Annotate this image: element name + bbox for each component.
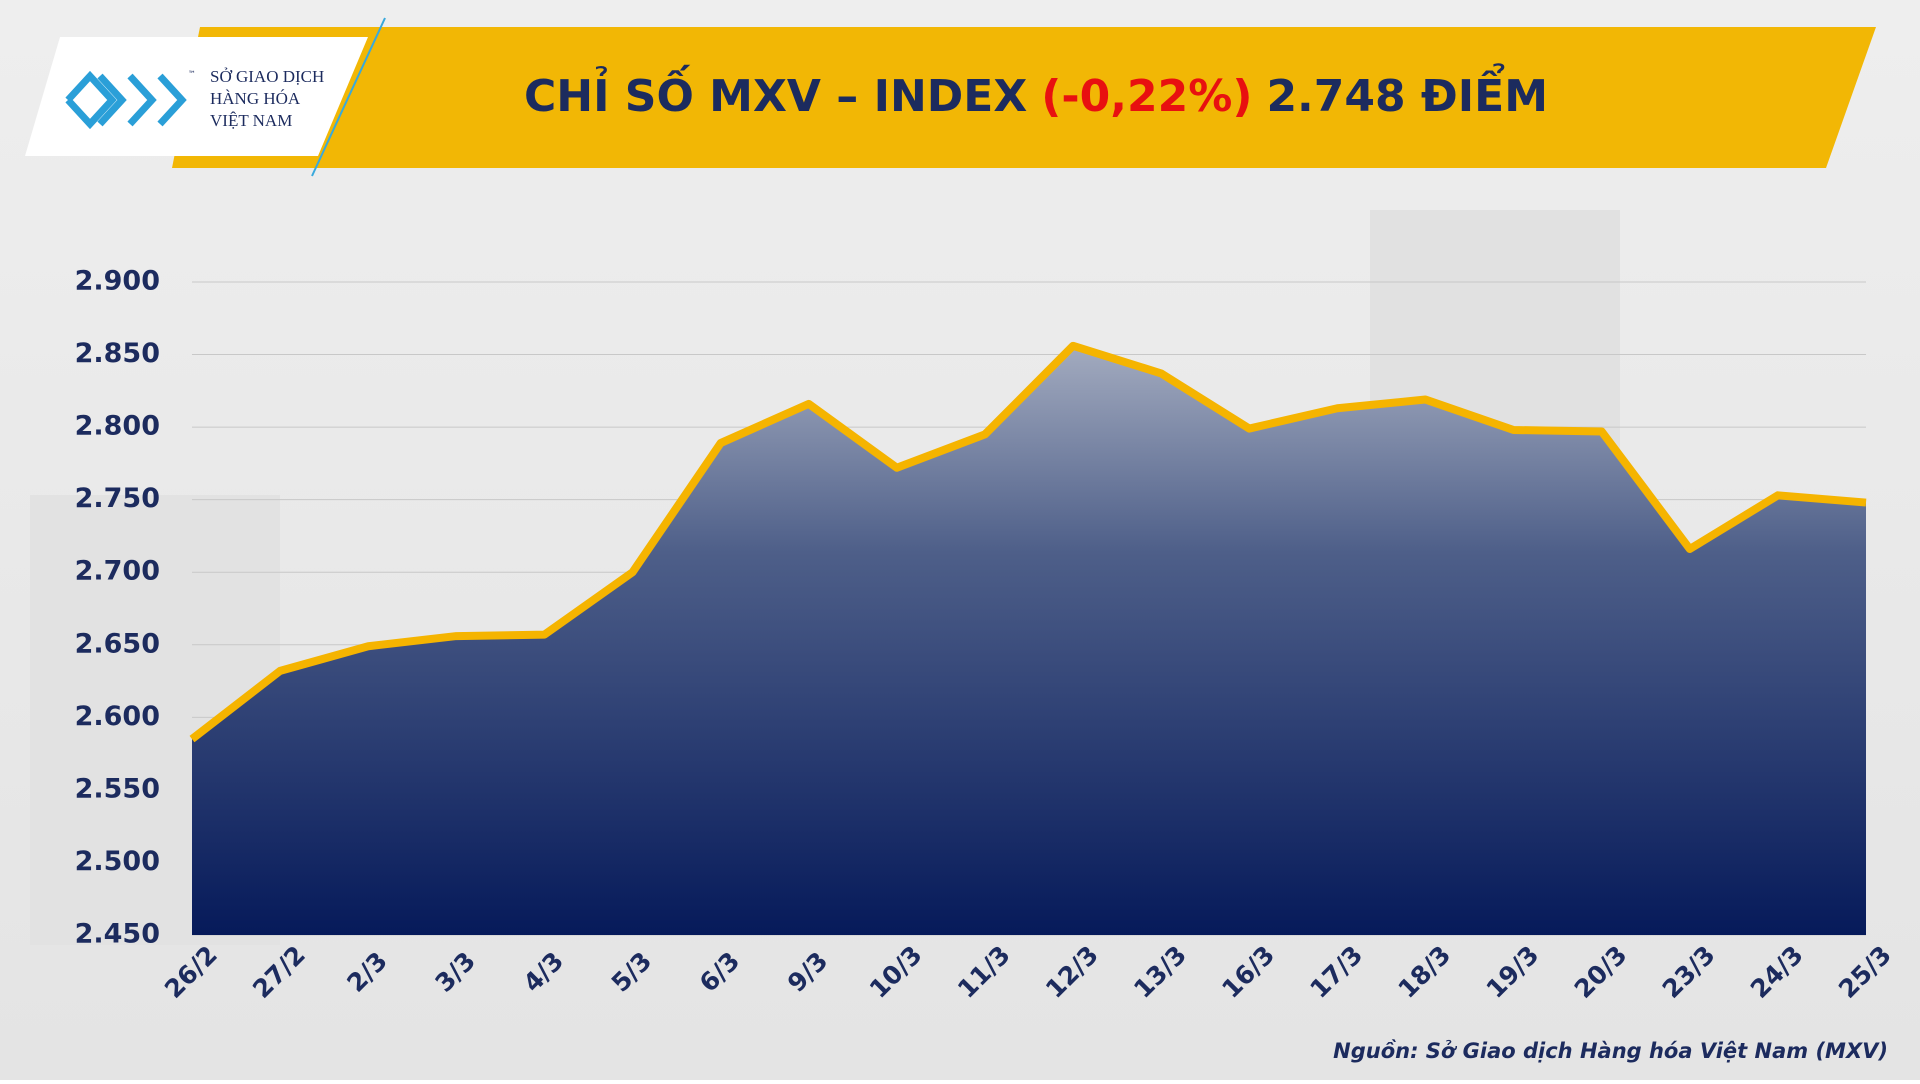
y-tick-label: 2.900 — [75, 266, 160, 297]
logo-accent — [311, 17, 386, 177]
chart-title: CHỈ SỐ MXV – INDEX (-0,22%) 2.748 ĐIỂM — [524, 62, 1548, 122]
y-tick-label: 2.850 — [75, 338, 160, 369]
area-fill — [192, 345, 1866, 935]
y-tick-label: 2.500 — [75, 846, 160, 877]
y-tick-label: 2.600 — [75, 701, 160, 732]
y-tick-label: 2.750 — [75, 483, 160, 514]
title-change: (-0,22%) — [1041, 71, 1252, 122]
title-part: 2.748 ĐIỂM — [1266, 62, 1548, 122]
logo-text: HÀNG HÓA — [210, 89, 301, 108]
title-part: CHỈ SỐ MXV – INDEX — [524, 64, 1027, 122]
logo-box — [25, 37, 368, 156]
y-tick-label: 2.550 — [75, 773, 160, 804]
y-tick-label: 2.700 — [75, 556, 160, 587]
line — [189, 341, 1867, 743]
y-tick-label: 2.650 — [75, 628, 160, 659]
logo-text: VIỆT NAM — [210, 111, 292, 130]
y-tick-label: 2.800 — [75, 411, 160, 442]
logo-text: SỞ GIAO DỊCH — [210, 67, 324, 86]
y-tick-label: 2.450 — [75, 919, 160, 950]
title-banner — [172, 27, 1876, 168]
logo-icon — [65, 70, 187, 130]
source-note: Nguồn: Sở Giao dịch Hàng hóa Việt Nam (M… — [1333, 1039, 1888, 1063]
logo-mark: ™ — [188, 70, 196, 79]
